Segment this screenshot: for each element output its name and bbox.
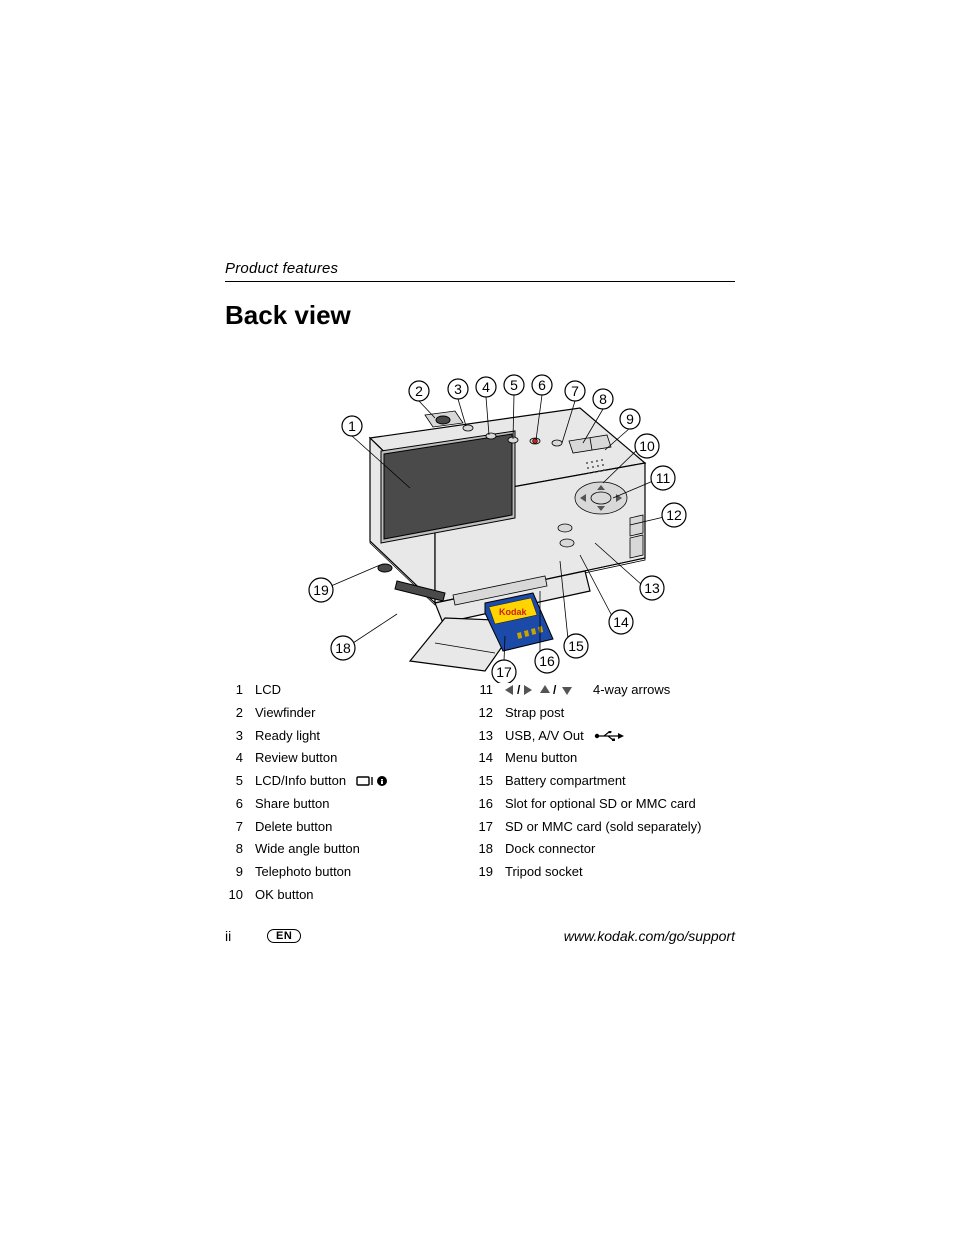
language-badge: EN (267, 929, 301, 943)
svg-text:12: 12 (666, 507, 682, 523)
four-way-arrows-icon: // (505, 684, 579, 696)
svg-text:17: 17 (496, 664, 512, 680)
svg-text:/: / (553, 684, 557, 696)
legend-item: Wide angle button (255, 838, 390, 861)
legend-label: Menu button (505, 747, 577, 770)
legend-num: 13 (475, 725, 493, 748)
legend-num: 5 (225, 770, 243, 793)
svg-text:19: 19 (313, 582, 329, 598)
legend-num: 15 (475, 770, 493, 793)
svg-text:5: 5 (510, 377, 518, 393)
legend-item: OK button (255, 884, 390, 907)
legend-label: Review button (255, 747, 337, 770)
legend-num: 2 (225, 702, 243, 725)
legend-label: Wide angle button (255, 838, 360, 861)
page-number: ii (225, 928, 245, 944)
legend-num: 18 (475, 838, 493, 861)
svg-text:11: 11 (656, 470, 671, 486)
legend-num: 14 (475, 747, 493, 770)
legend-num: 19 (475, 861, 493, 884)
usb-icon (594, 731, 624, 741)
legend-label: Delete button (255, 816, 332, 839)
svg-text:14: 14 (613, 614, 629, 630)
sd-brand-text: Kodak (499, 607, 528, 617)
legend-num: 4 (225, 747, 243, 770)
legend-item: Delete button (255, 816, 390, 839)
svg-text:1: 1 (348, 418, 356, 434)
svg-text:9: 9 (626, 411, 634, 427)
legend-label: Tripod socket (505, 861, 583, 884)
legend-item: Menu button (505, 747, 702, 770)
legend-num: 7 (225, 816, 243, 839)
svg-text:7: 7 (571, 383, 579, 399)
legend-item: USB, A/V Out (505, 725, 702, 748)
svg-text:15: 15 (568, 638, 584, 654)
legend-num: 10 (225, 884, 243, 907)
legend-num: 17 (475, 816, 493, 839)
legend-label: Strap post (505, 702, 564, 725)
legend-label: USB, A/V Out (505, 725, 584, 748)
legend-num: 12 (475, 702, 493, 725)
support-url: www.kodak.com/go/support (564, 928, 735, 944)
legend-num: 9 (225, 861, 243, 884)
legend-label: Slot for optional SD or MMC card (505, 793, 696, 816)
svg-text:10: 10 (639, 438, 655, 454)
legend-label: OK button (255, 884, 314, 907)
svg-text:18: 18 (335, 640, 351, 656)
svg-text:2: 2 (415, 383, 423, 399)
legend-item: Slot for optional SD or MMC card (505, 793, 702, 816)
camera-diagram: Kodak 12345678910111213141516171819 (285, 343, 765, 673)
legend-item: Battery compartment (505, 770, 702, 793)
legend-label: Telephoto button (255, 861, 351, 884)
legend-label: LCD (255, 679, 281, 702)
legend-item: Tripod socket (505, 861, 702, 884)
svg-text:16: 16 (539, 653, 555, 669)
legend: 12345678910 LCDViewfinderReady lightRevi… (225, 679, 735, 907)
legend-num: 16 (475, 793, 493, 816)
svg-text:8: 8 (599, 391, 607, 407)
page-footer: ii EN www.kodak.com/go/support (225, 928, 735, 944)
legend-item: Viewfinder (255, 702, 390, 725)
legend-item: Share button (255, 793, 390, 816)
legend-num: 6 (225, 793, 243, 816)
camera-body (370, 408, 645, 605)
legend-item: Ready light (255, 725, 390, 748)
legend-item: Strap post (505, 702, 702, 725)
legend-label: Share button (255, 793, 329, 816)
legend-label: SD or MMC card (sold separately) (505, 816, 702, 839)
svg-text:6: 6 (538, 377, 546, 393)
legend-label: LCD/Info button (255, 770, 346, 793)
legend-item: Dock connector (505, 838, 702, 861)
legend-item: Telephoto button (255, 861, 390, 884)
svg-text:13: 13 (644, 580, 660, 596)
legend-item: Review button (255, 747, 390, 770)
legend-label: Dock connector (505, 838, 595, 861)
svg-text:/: / (517, 684, 521, 696)
legend-num: 3 (225, 725, 243, 748)
legend-label: Viewfinder (255, 702, 315, 725)
svg-text:4: 4 (482, 379, 490, 395)
legend-item: SD or MMC card (sold separately) (505, 816, 702, 839)
svg-text:3: 3 (454, 381, 462, 397)
page-title: Back view (225, 300, 735, 331)
legend-num: 8 (225, 838, 243, 861)
legend-label: Battery compartment (505, 770, 626, 793)
lcd-info-icon (356, 775, 390, 787)
legend-label: Ready light (255, 725, 320, 748)
legend-num: 1 (225, 679, 243, 702)
legend-item: LCD/Info button (255, 770, 390, 793)
section-header: Product features (225, 260, 735, 282)
